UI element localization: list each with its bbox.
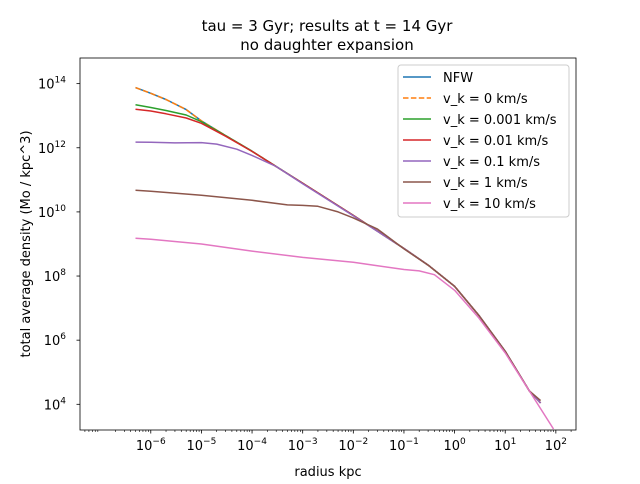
y-axis-ticks: 104 106 108 1010 1012 1014 bbox=[38, 76, 80, 413]
plot-frame bbox=[79, 57, 577, 431]
x-tick-label: 101 bbox=[494, 437, 516, 454]
legend-label: v_k = 1 km/s bbox=[443, 176, 528, 191]
series-lines bbox=[135, 86, 555, 430]
x-tick-label: 100 bbox=[443, 437, 466, 454]
legend-label: v_k = 0.01 km/s bbox=[443, 134, 549, 149]
y-tick-label: 106 bbox=[44, 332, 67, 349]
legend-label: v_k = 10 km/s bbox=[443, 197, 536, 212]
x-axis-ticks: 10−6 10−5 10−4 10−3 10−2 10−1 100 101 102 bbox=[84, 430, 572, 454]
series-line bbox=[135, 189, 542, 402]
x-tick-label: 10−5 bbox=[187, 437, 217, 454]
x-axis-label: radius kpc bbox=[294, 465, 361, 480]
y-axis-label: total average density (Mo / kpc^3) bbox=[19, 130, 34, 357]
legend-box bbox=[397, 64, 570, 218]
legend-label: NFW bbox=[443, 71, 473, 86]
y-tick-label: 1014 bbox=[38, 76, 66, 93]
legend-label: v_k = 0.001 km/s bbox=[443, 113, 557, 128]
series-line bbox=[135, 237, 555, 430]
x-tick-label: 102 bbox=[545, 437, 567, 454]
chart-subtitle: no daughter expansion bbox=[240, 36, 413, 54]
y-tick-label: 1012 bbox=[38, 140, 66, 157]
x-tick-label: 10−1 bbox=[389, 437, 419, 454]
legend-label: v_k = 0 km/s bbox=[443, 92, 528, 107]
x-tick-label: 10−4 bbox=[237, 437, 267, 454]
legend: NFW v_k = 0 km/s v_k = 0.001 km/s v_k = 0.0… bbox=[397, 64, 570, 218]
y-tick-label: 1010 bbox=[38, 204, 66, 221]
chart-title: tau = 3 Gyr; results at t = 14 Gyr bbox=[202, 17, 454, 35]
x-tick-label: 10−3 bbox=[288, 437, 318, 454]
legend-label: v_k = 0.1 km/s bbox=[443, 155, 540, 170]
x-tick-label: 10−2 bbox=[338, 437, 368, 454]
y-tick-label: 108 bbox=[44, 268, 67, 285]
x-tick-label: 10−6 bbox=[136, 437, 166, 454]
y-tick-label: 104 bbox=[44, 396, 67, 413]
